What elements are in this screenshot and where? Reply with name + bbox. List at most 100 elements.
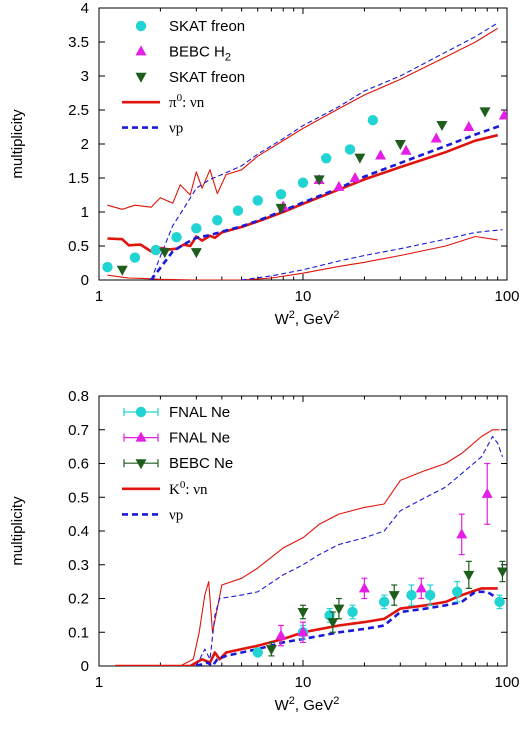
x-tick-label: 1 <box>95 674 103 691</box>
data-point <box>333 604 345 615</box>
legend-marker <box>135 431 147 442</box>
y-tick-label: 0 <box>81 272 89 289</box>
y-tick-label: 0.1 <box>68 624 89 641</box>
data-point <box>354 153 366 164</box>
data-point <box>344 144 356 155</box>
data-point <box>406 589 417 601</box>
data-point <box>378 596 390 608</box>
series-line <box>107 235 498 280</box>
y-tick-label: 0.6 <box>68 456 89 473</box>
data-point <box>324 610 335 621</box>
data-point <box>191 223 202 234</box>
series-line <box>150 123 503 280</box>
y-tick-label: 4 <box>81 0 89 17</box>
legend-marker <box>135 72 147 83</box>
data-point <box>150 244 162 256</box>
y-tick-label: 1 <box>81 204 89 221</box>
data-point <box>456 528 468 539</box>
panel-bottom-chart: 0 0.1 0.2 0.3 0.4 0.5 0.6 0.7 0.8 1 10 100 W2, GeV2 m… <box>9 388 520 714</box>
legend-marker <box>135 20 147 32</box>
data-point <box>349 172 361 182</box>
series-line <box>195 590 499 666</box>
y-tick-label: 3.5 <box>68 34 89 51</box>
data-point <box>297 177 309 188</box>
y-tick-label: 0.4 <box>68 523 89 540</box>
legend-marker <box>135 459 147 470</box>
data-point <box>159 248 171 259</box>
series-line <box>241 229 503 280</box>
legend: FNAL Ne FNAL Ne BEBC Ne K0: νn νp <box>122 404 233 523</box>
data-point <box>333 180 345 191</box>
data-point <box>496 567 507 578</box>
legend-label: FNAL Ne <box>169 404 230 421</box>
series-line <box>195 435 504 666</box>
x-tick-label: 1 <box>95 288 103 305</box>
data-point <box>375 149 387 160</box>
legend-label: SKAT freon <box>169 18 245 35</box>
y-tick-label: 0.5 <box>68 238 89 255</box>
data-point <box>358 582 370 593</box>
data-point <box>347 606 358 618</box>
y-tick-label: 0.5 <box>68 489 89 506</box>
data-point <box>400 144 412 155</box>
data-point <box>481 487 493 498</box>
y-tick-label: 0.2 <box>68 591 89 608</box>
data-point <box>252 647 263 658</box>
data-point <box>327 618 339 629</box>
y-tick-label: 2 <box>81 136 89 153</box>
data-point <box>463 121 475 131</box>
data-point <box>451 586 463 597</box>
y-axis-label: multiplicity <box>9 496 26 566</box>
panel-top-chart: 0 0.5 1 1.5 2 2.5 3 3.5 4 1 10 100 W2, GeV2 multiplic… <box>9 0 520 328</box>
legend-label: νp <box>169 507 183 523</box>
x-axis-label: W2, GeV2 <box>275 309 340 328</box>
data-area <box>115 429 507 666</box>
legend-label: BEBC Ne <box>169 455 233 472</box>
data-point <box>265 645 277 656</box>
legend-label: BEBC H2 <box>169 43 231 63</box>
data-area <box>102 22 507 280</box>
y-tick-label: 0.7 <box>68 422 89 439</box>
legend-label: K0: νn <box>169 479 208 498</box>
y-tick-label: 0.8 <box>68 388 89 405</box>
data-point <box>321 153 332 164</box>
y-tick-label: 0.3 <box>68 557 89 574</box>
data-point <box>313 175 325 186</box>
data-point <box>415 582 427 593</box>
series-line <box>107 133 499 253</box>
data-point <box>212 214 223 226</box>
y-tick-label: 3 <box>81 68 89 85</box>
data-point <box>494 596 505 608</box>
legend-label: FNAL Ne <box>169 430 230 447</box>
data-point <box>463 570 475 581</box>
x-tick-label: 100 <box>494 288 519 305</box>
y-tick-label: 2.5 <box>68 102 89 119</box>
data-point <box>424 589 436 601</box>
data-point <box>275 189 287 200</box>
legend-label: SKAT freon <box>169 69 245 86</box>
data-point <box>367 115 379 126</box>
series-line <box>150 22 498 280</box>
data-point <box>190 248 202 259</box>
y-tick-label: 0 <box>81 658 89 675</box>
y-tick-label: 1.5 <box>68 170 89 187</box>
data-point <box>252 195 263 206</box>
data-point <box>394 140 406 150</box>
legend-marker <box>135 45 147 56</box>
legend-marker <box>135 406 147 418</box>
series-line <box>107 27 498 210</box>
data-point <box>388 591 400 602</box>
legend: SKAT freon BEBC H2 SKAT freon π0: νn νp <box>122 18 245 137</box>
data-point <box>436 120 448 131</box>
data-point <box>479 107 491 118</box>
x-axis-label: W2, GeV2 <box>275 695 340 714</box>
data-point <box>297 626 309 637</box>
data-point <box>498 109 507 120</box>
data-point <box>275 629 287 640</box>
series-line <box>115 429 500 666</box>
data-point <box>129 252 141 263</box>
data-point <box>232 205 244 216</box>
legend-label: νp <box>169 121 183 137</box>
series-line <box>115 587 498 666</box>
